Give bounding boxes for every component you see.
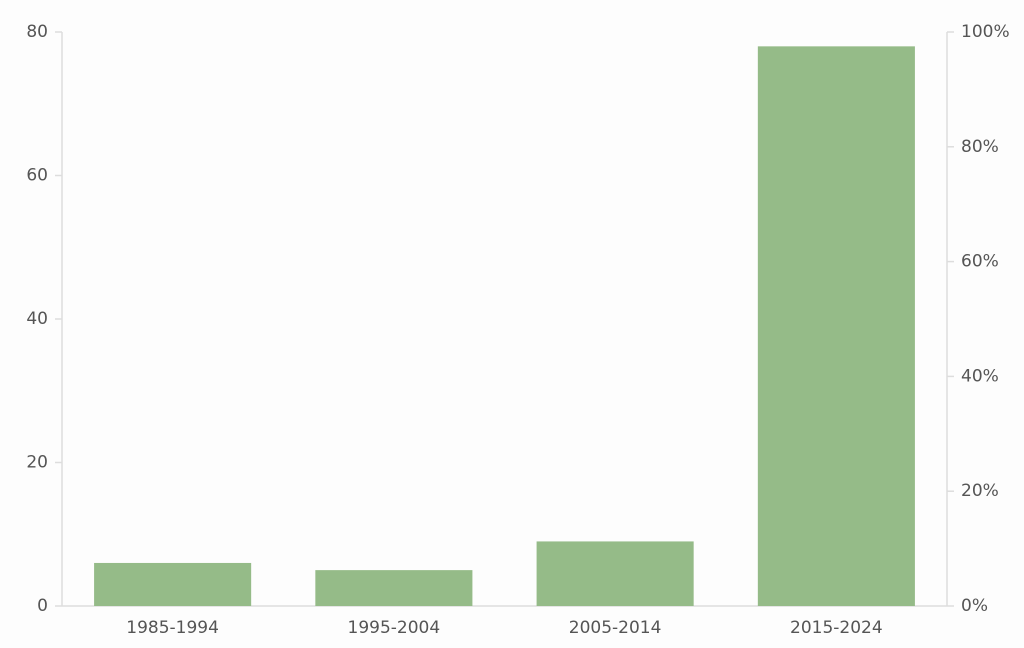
y-tick-label: 80 xyxy=(26,22,48,42)
y2-tick-label: 0% xyxy=(961,596,988,616)
bar xyxy=(536,541,694,606)
y-tick-label: 20 xyxy=(26,453,48,473)
bar xyxy=(315,570,473,606)
y-tick-label: 60 xyxy=(26,166,48,186)
y2-tick-label: 100% xyxy=(961,22,1010,42)
bar xyxy=(757,46,915,607)
x-tick-label: 1995-2004 xyxy=(348,618,441,638)
x-tick-label: 2015-2024 xyxy=(790,618,883,638)
x-tick-label: 2005-2014 xyxy=(569,618,662,638)
bar xyxy=(94,562,252,606)
y2-tick-label: 20% xyxy=(961,481,999,501)
y2-tick-label: 60% xyxy=(961,252,999,272)
y-tick-label: 40 xyxy=(26,309,48,329)
x-tick-label: 1985-1994 xyxy=(126,618,219,638)
y-tick-label: 0 xyxy=(37,596,48,616)
y2-tick-label: 40% xyxy=(961,366,999,386)
y2-tick-label: 80% xyxy=(961,137,999,157)
